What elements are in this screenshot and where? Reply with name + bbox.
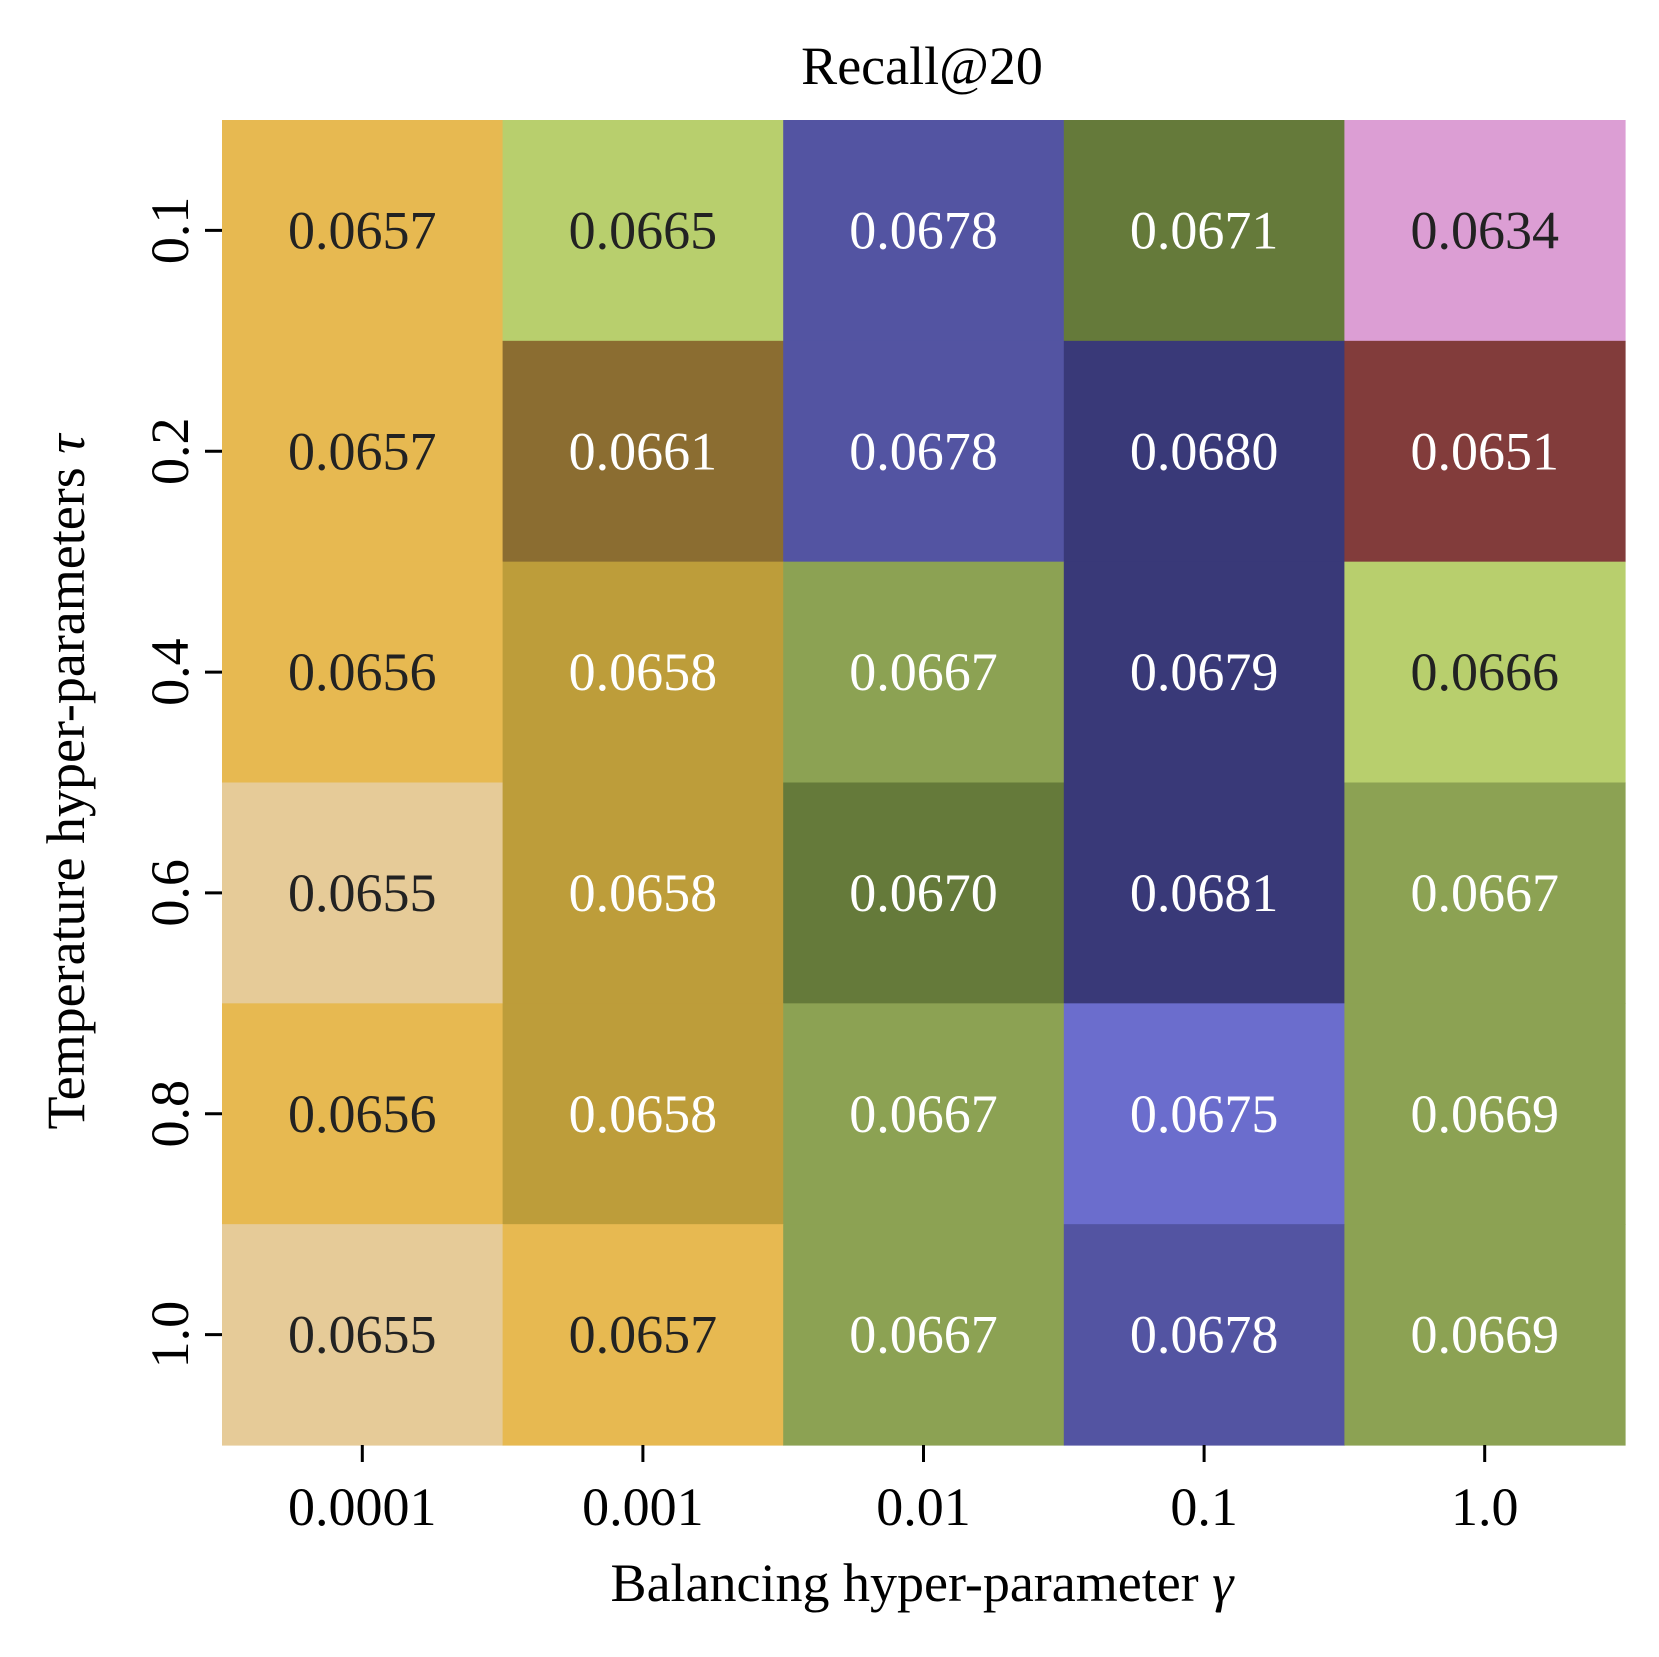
y-axis-label: Temperature hyper-parameters τ bbox=[36, 433, 96, 1130]
heatmap-cell bbox=[1344, 120, 1626, 342]
cell-value-label: 0.0665 bbox=[569, 200, 718, 260]
heatmap-cell bbox=[783, 340, 1065, 563]
heatmap-cell bbox=[783, 561, 1065, 784]
cell-value-label: 0.0671 bbox=[1130, 200, 1279, 260]
heatmap-cell bbox=[502, 561, 784, 784]
heatmap-cell bbox=[222, 1003, 504, 1225]
cell-value-label: 0.0658 bbox=[569, 863, 718, 923]
heatmap-cell bbox=[1063, 1003, 1345, 1225]
heatmap-cell bbox=[502, 1003, 784, 1225]
heatmap-cell bbox=[222, 561, 504, 784]
heatmap-cell bbox=[783, 1224, 1065, 1446]
heatmap-cell bbox=[502, 340, 784, 563]
heatmap-cell bbox=[1063, 782, 1345, 1004]
chart-title: Recall@20 bbox=[801, 36, 1043, 96]
y-tick-label: 0.2 bbox=[140, 418, 200, 486]
cell-value-label: 0.0661 bbox=[569, 421, 718, 481]
cell-value-label: 0.0656 bbox=[288, 1084, 437, 1144]
cell-value-label: 0.0658 bbox=[569, 1084, 718, 1144]
y-tick-label: 0.6 bbox=[140, 859, 200, 927]
x-axis: 0.0001 0.001 0.01 0.1 1.0 bbox=[288, 1445, 1518, 1537]
heatmap-cell bbox=[1344, 1003, 1626, 1225]
cell-value-label: 0.0667 bbox=[849, 642, 998, 702]
cell-value-labels: 0.0657 0.0665 0.0678 0.0671 0.0634 0.0657 0.06… bbox=[288, 200, 1559, 1364]
cell-value-label: 0.0658 bbox=[569, 642, 718, 702]
cell-value-label: 0.0678 bbox=[849, 421, 998, 481]
x-axis-label-text: Balancing hyper-parameter bbox=[611, 1553, 1199, 1613]
heatmap-cell bbox=[502, 782, 784, 1004]
heatmap-cell bbox=[1344, 1224, 1626, 1446]
heatmap-cell bbox=[783, 120, 1065, 342]
heatmap-cell bbox=[1063, 340, 1345, 563]
cell-value-label: 0.0675 bbox=[1130, 1084, 1279, 1144]
heatmap-cell bbox=[222, 120, 504, 342]
y-axis-label-symbol: τ bbox=[36, 433, 96, 454]
x-tick-label: 0.01 bbox=[876, 1477, 971, 1537]
cell-value-label: 0.0680 bbox=[1130, 421, 1279, 481]
heatmap-cell bbox=[1344, 561, 1626, 784]
x-axis-label: Balancing hyper-parameter γ bbox=[611, 1553, 1236, 1613]
heatmap-cell bbox=[222, 340, 504, 563]
cell-value-label: 0.0670 bbox=[849, 863, 998, 923]
y-tick-label: 1.0 bbox=[140, 1301, 200, 1369]
heatmap-cell bbox=[783, 1003, 1065, 1225]
cell-value-label: 0.0681 bbox=[1130, 863, 1279, 923]
cell-value-label: 0.0634 bbox=[1410, 200, 1559, 260]
cell-value-label: 0.0656 bbox=[288, 642, 437, 702]
x-tick-label: 1.0 bbox=[1451, 1477, 1519, 1537]
cell-value-label: 0.0669 bbox=[1410, 1305, 1559, 1365]
cell-value-label: 0.0655 bbox=[288, 1305, 437, 1365]
heatmap-cell bbox=[1344, 782, 1626, 1004]
cell-value-label: 0.0667 bbox=[1410, 863, 1559, 923]
cell-value-label: 0.0667 bbox=[849, 1084, 998, 1144]
heatmap-cells bbox=[222, 120, 1626, 1446]
heatmap-cell bbox=[502, 120, 784, 342]
cell-value-label: 0.0655 bbox=[288, 863, 437, 923]
heatmap-cell bbox=[1344, 340, 1626, 563]
y-tick-label: 0.4 bbox=[140, 638, 200, 706]
cell-value-label: 0.0657 bbox=[288, 421, 437, 481]
cell-value-label: 0.0657 bbox=[569, 1305, 718, 1365]
heatmap-cell bbox=[222, 1224, 504, 1446]
heatmap-cell bbox=[222, 782, 504, 1004]
y-tick-label: 0.1 bbox=[140, 197, 200, 265]
cell-value-label: 0.0669 bbox=[1410, 1084, 1559, 1144]
x-tick-label: 0.001 bbox=[582, 1477, 704, 1537]
x-axis-label-symbol: γ bbox=[1212, 1553, 1235, 1613]
heatmap-cell bbox=[1063, 561, 1345, 784]
x-tick-label: 0.1 bbox=[1170, 1477, 1238, 1537]
x-tick-label: 0.0001 bbox=[288, 1477, 437, 1537]
heatmap-cell bbox=[1063, 120, 1345, 342]
cell-value-label: 0.0667 bbox=[849, 1305, 998, 1365]
y-axis: 0.1 0.2 0.4 0.6 0.8 1.0 bbox=[140, 197, 222, 1369]
cell-value-label: 0.0666 bbox=[1410, 642, 1559, 702]
heatmap-cell bbox=[1063, 1224, 1345, 1446]
cell-value-label: 0.0651 bbox=[1410, 421, 1559, 481]
heatmap-cell bbox=[783, 782, 1065, 1004]
cell-value-label: 0.0657 bbox=[288, 200, 437, 260]
y-axis-label-text: Temperature hyper-parameters bbox=[36, 467, 96, 1129]
cell-value-label: 0.0679 bbox=[1130, 642, 1279, 702]
cell-value-label: 0.0678 bbox=[849, 200, 998, 260]
heatmap-cell bbox=[502, 1224, 784, 1446]
y-tick-label: 0.8 bbox=[140, 1080, 200, 1148]
cell-value-label: 0.0678 bbox=[1130, 1305, 1279, 1365]
